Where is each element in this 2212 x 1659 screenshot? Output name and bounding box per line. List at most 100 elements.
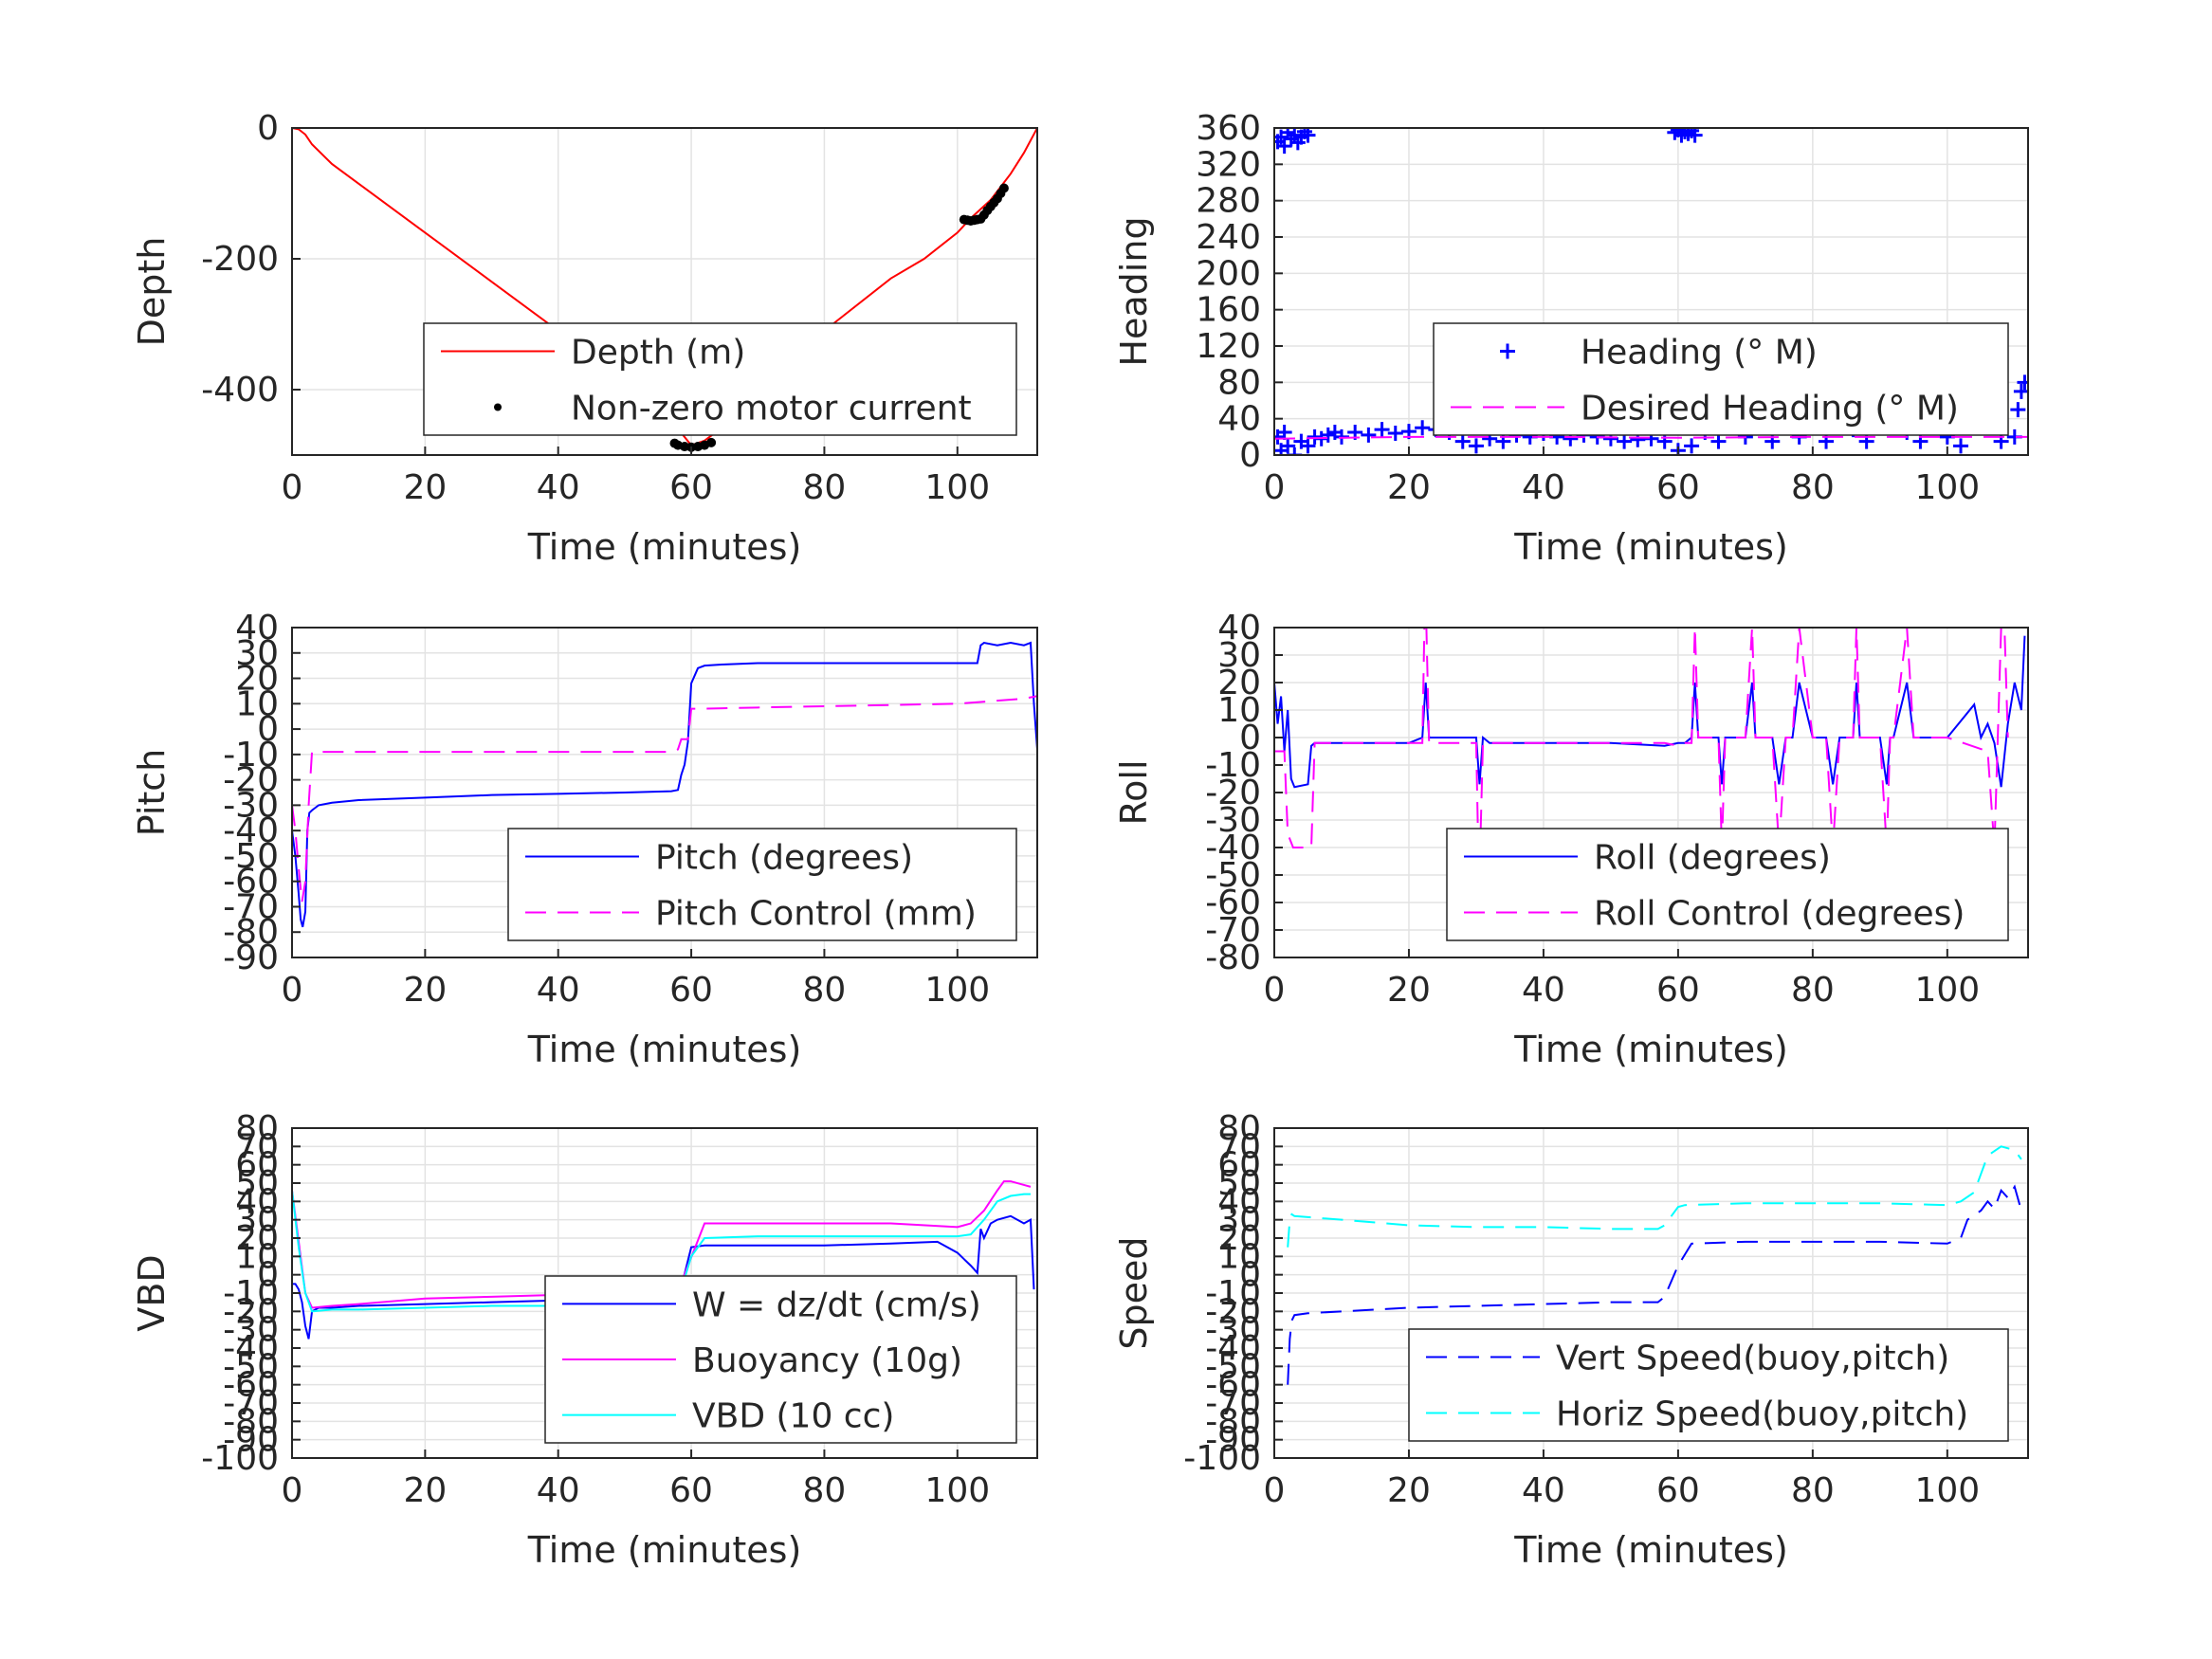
x-axis-label: Time (minutes): [1513, 1529, 1788, 1571]
series-2-point: [706, 437, 717, 447]
y-axis-label: Speed: [1113, 1236, 1155, 1349]
chart-panel-2: 0 20 40 60 80 10004080120160200240280320360Ti…: [1113, 109, 2029, 568]
series-2-line: [292, 1180, 1032, 1309]
series-2-line: [1287, 1145, 2022, 1248]
plot-area: [292, 641, 1037, 928]
series-1-point: [1300, 438, 1316, 454]
x-tick-label: 0: [1264, 1471, 1286, 1510]
series-1-point: [1617, 433, 1633, 449]
y-tick-label: -80: [223, 913, 279, 952]
y-tick-label: 0: [257, 109, 279, 148]
x-tick-label: 40: [537, 1471, 580, 1510]
chart-panel-4: 0 20 40 60 80 100-80-70-60-50-40-30-20-100102…: [1113, 609, 2029, 1070]
y-tick-label: -10: [1205, 746, 1261, 785]
legend: W = dz/dt (cm/s) Buoyancy (10g) VBD (10 cc…: [544, 1275, 1017, 1444]
axes-box: [1273, 127, 2029, 456]
x-tick-label: 40: [1522, 1471, 1565, 1510]
y-tick-label: 160: [1196, 291, 1261, 330]
y-tick-label: 10: [1217, 1237, 1261, 1276]
y-tick-label: -30: [1205, 801, 1261, 840]
series-1-point: [1415, 420, 1431, 436]
legend-label: Depth (m): [571, 334, 745, 373]
y-tick-label: 0: [257, 710, 279, 749]
x-tick-label: 100: [1914, 468, 1980, 507]
x-tick-label: 40: [1522, 971, 1565, 1010]
y-tick-label: 20: [235, 660, 279, 699]
series-2-line: [1274, 628, 2009, 848]
x-tick-label: 40: [537, 971, 580, 1010]
legend-label: Roll Control (degrees): [1594, 895, 1965, 934]
y-tick-label: -50: [223, 1347, 279, 1386]
y-tick-label: -30: [223, 1311, 279, 1350]
x-tick-label: 0: [282, 971, 303, 1010]
y-tick-label: 30: [1217, 1201, 1261, 1240]
x-axis-label: Time (minutes): [527, 1529, 802, 1571]
y-tick-label: -100: [201, 1439, 279, 1478]
y-tick-label: -10: [1205, 1274, 1261, 1313]
series-1-point: [1656, 433, 1673, 449]
series-1-point: [1287, 447, 1303, 455]
y-tick-label: 200: [1196, 254, 1261, 293]
y-tick-label: 10: [235, 684, 279, 723]
y-tick-label: 360: [1196, 109, 1261, 148]
legend: Roll (degrees) Roll Control (degrees): [1446, 828, 2009, 941]
y-tick-label: 60: [235, 1146, 279, 1185]
y-tick-label: 240: [1196, 218, 1261, 257]
x-axis-label: Time (minutes): [1513, 1029, 1788, 1070]
y-tick-label: -400: [201, 371, 279, 410]
plot-area: [1287, 1145, 2022, 1385]
chart-panel-5: 0 20 40 60 80 100-100-90-80-70-60-50-40-30-20…: [131, 1109, 1038, 1571]
legend-marker: [494, 403, 502, 411]
series-1-point: [1710, 433, 1727, 449]
y-tick-label: 80: [1217, 363, 1261, 402]
series-1-point: [1687, 128, 1703, 143]
y-tick-label: -90: [223, 1421, 279, 1460]
y-tick-label: 30: [235, 634, 279, 673]
y-tick-label: 80: [1217, 1109, 1261, 1148]
legend-label: Horiz Speed(buoy,pitch): [1556, 1395, 1968, 1434]
y-tick-label: -80: [1205, 1402, 1261, 1441]
y-tick-label: -20: [1205, 774, 1261, 812]
x-tick-label: 20: [403, 468, 447, 507]
y-tick-label: 0: [1239, 719, 1261, 757]
x-tick-label: 60: [669, 971, 713, 1010]
legend-box: [423, 322, 1017, 436]
legend-label: Buoyancy (10g): [692, 1341, 962, 1380]
x-tick-label: 20: [403, 971, 447, 1010]
x-tick-label: 100: [924, 971, 990, 1010]
x-tick-label: 60: [1656, 468, 1700, 507]
axes-box: [291, 127, 1038, 456]
x-tick-label: 0: [1264, 971, 1286, 1010]
y-tick-label: 0: [1239, 1256, 1261, 1295]
x-tick-label: 20: [1387, 468, 1431, 507]
y-tick-label: 320: [1196, 145, 1261, 184]
y-tick-label: -10: [223, 736, 279, 775]
series-1-point: [1287, 128, 1303, 143]
legend-marker: [1500, 343, 1515, 359]
y-tick-label: 10: [235, 1237, 279, 1276]
x-tick-label: 100: [924, 468, 990, 507]
x-tick-label: 80: [803, 1471, 847, 1510]
legend-label: Vert Speed(buoy,pitch): [1556, 1340, 1949, 1378]
series-1-point: [1307, 428, 1323, 445]
y-tick-label: -20: [223, 1292, 279, 1331]
x-tick-label: 80: [803, 468, 847, 507]
series-1-point: [1361, 427, 1377, 443]
y-tick-label: 40: [1217, 1182, 1261, 1221]
series-2-line: [292, 695, 1037, 902]
x-tick-label: 0: [282, 468, 303, 507]
x-tick-label: 40: [537, 468, 580, 507]
y-tick-label: 280: [1196, 182, 1261, 221]
y-tick-label: 70: [1217, 1127, 1261, 1166]
y-axis-label: Depth: [131, 237, 173, 347]
y-axis-label: Roll: [1113, 759, 1155, 825]
legend-label: W = dz/dt (cm/s): [692, 1285, 981, 1324]
y-tick-label: 30: [235, 1201, 279, 1240]
legend-label: Desired Heading (° M): [1581, 390, 1959, 428]
y-tick-label: -30: [223, 786, 279, 825]
y-tick-label: -20: [223, 761, 279, 800]
y-tick-label: -90: [1205, 1421, 1261, 1460]
chart-panel-1: 0 20 40 60 80 100 -400 -200 0 Time (minutes) Depth…: [131, 109, 1038, 568]
y-tick-label: -60: [1205, 1366, 1261, 1405]
